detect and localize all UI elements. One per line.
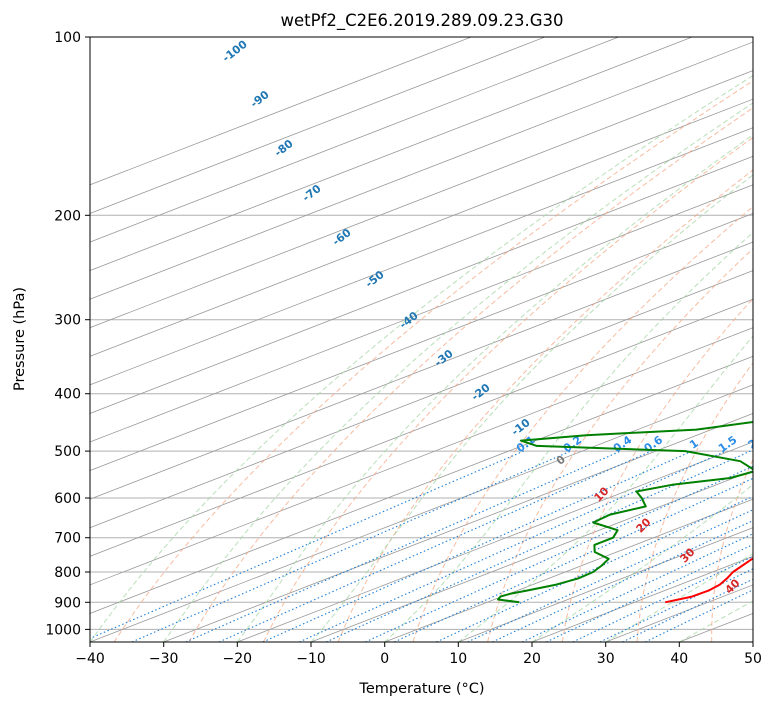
moist-adiabat-line (384, 231, 753, 642)
x-tick-label: 0 (380, 651, 389, 667)
y-tick-label: 500 (54, 444, 81, 460)
isotherm-line (90, 37, 546, 214)
moist-adiabat-line (90, 74, 753, 642)
dry-adiabat-line (188, 107, 753, 642)
moist-adiabat-line (458, 335, 753, 642)
moist-adiabat-line (531, 483, 753, 642)
isotherm-line (237, 441, 753, 642)
mixing-ratio-line (393, 477, 753, 642)
dry-adiabat-line (263, 136, 753, 642)
isotherm-line (90, 270, 753, 529)
isotherm-line (90, 37, 472, 186)
mixing-ratio-line (365, 465, 753, 642)
mixing-ratio-line (298, 450, 726, 642)
isotherm-line (90, 70, 753, 329)
x-tick-label: 20 (523, 651, 541, 667)
moist-adiabat-line (310, 174, 753, 642)
chart-title: wetPf2_C2E6.2019.289.09.23.G30 (280, 11, 563, 31)
isotherm-line (163, 413, 753, 642)
plot-background (90, 37, 753, 642)
x-tick-label: −30 (149, 651, 179, 667)
x-axis-title: Temperature (°C) (358, 681, 484, 697)
mixing-ratio-line (185, 450, 621, 642)
dry-adiabat-line (561, 297, 753, 642)
x-tick-label: −20 (223, 651, 253, 667)
x-tick-label: 30 (597, 651, 615, 667)
y-tick-label: 700 (54, 531, 81, 547)
moist-adiabat-line (236, 134, 753, 642)
x-tick-label: −40 (75, 651, 105, 667)
y-tick-label: 1000 (45, 622, 81, 638)
skewed-isotherm-lines (90, 37, 753, 642)
y-tick-label: 200 (54, 208, 81, 224)
isotherm-line (90, 384, 753, 642)
y-tick-label: 800 (54, 565, 81, 581)
mixing-ratio-line (90, 450, 524, 640)
isotherm-line (384, 498, 753, 642)
mixing-ratio-label: 2 (746, 437, 760, 452)
isotherm-line (90, 41, 753, 300)
y-tick-label: 300 (54, 313, 81, 329)
moist-adiabat-line (163, 102, 753, 642)
dewpoint-profile-line (497, 420, 753, 604)
isotherm-line (90, 184, 753, 443)
isotherm-line (90, 327, 753, 586)
isotherm-line (90, 37, 619, 243)
isotherm-line (90, 241, 753, 500)
y-tick-label: 400 (54, 387, 81, 403)
y-tick-label: 600 (54, 491, 81, 507)
y-tick-label: 100 (54, 30, 81, 46)
sounding-profiles (497, 420, 753, 604)
isotherm-line (90, 127, 753, 386)
x-axis-ticks: −40 −30 −20 −10 0 10 20 30 40 50 (75, 642, 762, 667)
dry-adiabat-line (412, 205, 753, 642)
y-axis-ticks: 1000 900 800 700 600 500 400 300 200 100 (45, 30, 90, 638)
y-axis-title: Pressure (hPa) (12, 287, 28, 391)
mixing-ratio-line (325, 450, 751, 642)
mixing-ratio-line (644, 589, 753, 642)
x-tick-label: 50 (744, 651, 762, 667)
mixing-ratio-lines (90, 450, 753, 642)
isotherm-line (310, 470, 753, 642)
isobar-lines (90, 37, 753, 630)
isotherm-line (90, 155, 753, 414)
dry-adiabat-line (113, 80, 753, 642)
dry-adiabat-lines (113, 80, 753, 642)
mixing-ratio-line (436, 495, 753, 642)
isotherm-line (458, 527, 753, 642)
isotherm-line (90, 213, 753, 472)
plot-frame (89, 36, 754, 643)
y-tick-label: 900 (54, 595, 81, 611)
isotherm-line (90, 37, 693, 271)
isotherm-line (90, 98, 753, 357)
x-tick-label: 40 (670, 651, 688, 667)
isotherm-line (90, 298, 753, 557)
mixing-ratio-line (622, 578, 753, 642)
dry-adiabat-line (487, 247, 753, 642)
x-tick-label: −10 (296, 651, 326, 667)
mixing-ratio-line (521, 533, 753, 642)
x-tick-label: 10 (449, 651, 467, 667)
isotherm-line (90, 355, 753, 614)
